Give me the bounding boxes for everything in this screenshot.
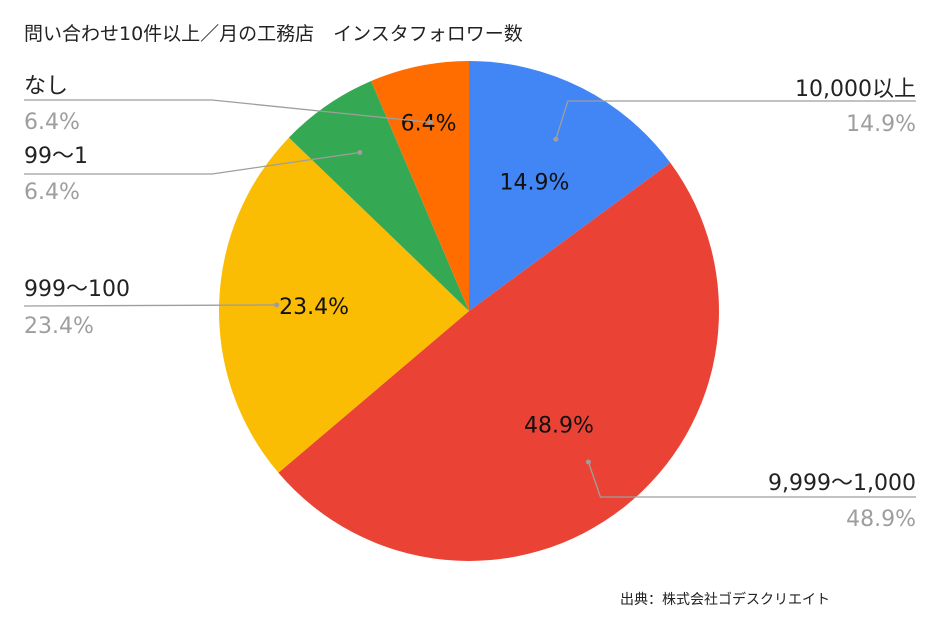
slice-label: 99〜1 [24,144,88,169]
pie-slice [219,137,469,473]
slice-outer-pct: 6.4% [24,180,80,205]
pie-slice [288,80,469,311]
slice-label: 9,999〜1,000 [768,471,916,496]
slice-inner-pct: 23.4% [279,295,349,320]
leader-line [555,100,916,140]
leader-line [24,151,360,175]
slice-label: 10,000以上 [795,77,916,102]
slice-outer-pct: 48.9% [846,507,916,532]
slice-inner-pct: 14.9% [499,171,569,196]
pie-slice [371,61,469,311]
slice-label: なし [24,74,68,99]
slice-inner-pct: 48.9% [524,414,594,439]
chart-title: 問い合わせ10件以上／月の工務店 インスタフォロワー数 [24,23,523,45]
pie-slices: 14.9%48.9%23.4%6.4% [219,61,719,561]
slice-label: 999〜100 [24,277,130,302]
pie-slice [278,162,719,561]
source-note: 出典：株式会社ゴデスクリエイト [620,591,830,608]
slice-outer-pct: 14.9% [846,112,916,137]
slice-labels: 10,000以上 14.9% 9,999〜1,000 48.9% 999〜100 23.4… [24,74,916,532]
leader-lines [23,99,916,498]
pie-slice [469,61,671,311]
slice-outer-pct: 6.4% [24,110,80,135]
leader-line [587,461,916,498]
leader-line [24,99,431,124]
leader-line [23,304,277,307]
slice-outer-pct: 23.4% [24,314,94,339]
